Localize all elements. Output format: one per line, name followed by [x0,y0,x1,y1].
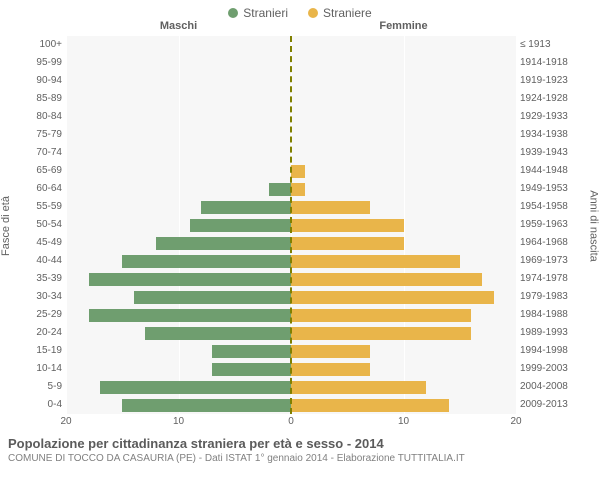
ytick-age: 60-64 [18,180,66,198]
ytick-birth: 1949-1953 [516,180,582,198]
bar-male [145,327,291,340]
yaxis-right: ≤ 19131914-19181919-19231924-19281929-19… [516,20,582,432]
bar-female [291,291,494,304]
ytick-age: 15-19 [18,342,66,360]
ytick-age: 80-84 [18,108,66,126]
xtick: 10 [398,416,409,427]
ytick-age: 5-9 [18,378,66,396]
ytick-age: 90-94 [18,72,66,90]
bar-male [212,345,291,358]
bar-male [201,201,291,214]
ytick-age: 100+ [18,36,66,54]
ytick-birth: 1979-1983 [516,288,582,306]
ytick-age: 20-24 [18,324,66,342]
ytick-age: 75-79 [18,126,66,144]
axis-label-left: Fasce di età [0,196,12,256]
bar-female [291,381,426,394]
caption-title: Popolazione per cittadinanza straniera p… [8,436,592,451]
ytick-birth: ≤ 1913 [516,36,582,54]
ytick-birth: 1919-1923 [516,72,582,90]
ytick-birth: 2004-2008 [516,378,582,396]
ytick-birth: 1999-2003 [516,360,582,378]
bar-male [89,309,292,322]
ytick-age: 0-4 [18,396,66,414]
bar-female [291,219,404,232]
bar-male [100,381,291,394]
xtick: 10 [173,416,184,427]
legend-item-female: Straniere [308,6,372,20]
bar-female [291,345,370,358]
bar-female [291,165,305,178]
bar-female [291,327,471,340]
ytick-age: 45-49 [18,234,66,252]
ytick-birth: 1929-1933 [516,108,582,126]
legend-dot-male [228,8,238,18]
bar-female [291,273,482,286]
ytick-age: 35-39 [18,270,66,288]
ytick-birth: 1914-1918 [516,54,582,72]
ytick-birth: 1964-1968 [516,234,582,252]
ytick-birth: 1944-1948 [516,162,582,180]
ytick-age: 85-89 [18,90,66,108]
bar-female [291,363,370,376]
ytick-birth: 1984-1988 [516,306,582,324]
ytick-birth: 1989-1993 [516,324,582,342]
bar-male [134,291,292,304]
bar-male [190,219,291,232]
ytick-birth: 1969-1973 [516,252,582,270]
ytick-birth: 1924-1928 [516,90,582,108]
ytick-age: 10-14 [18,360,66,378]
ytick-age: 95-99 [18,54,66,72]
ytick-age: 40-44 [18,252,66,270]
bar-male [122,255,291,268]
col-header-male: Maschi [66,20,291,36]
ytick-age: 55-59 [18,198,66,216]
bar-female [291,399,449,412]
col-header-female: Femmine [291,20,516,36]
xtick: 20 [60,416,71,427]
ytick-birth: 1994-1998 [516,342,582,360]
bar-male [212,363,291,376]
caption-subtitle: COMUNE DI TOCCO DA CASAURIA (PE) - Dati … [8,451,592,464]
ytick-age: 50-54 [18,216,66,234]
ytick-age: 30-34 [18,288,66,306]
bar-female [291,255,460,268]
ytick-birth: 1939-1943 [516,144,582,162]
legend: Stranieri Straniere [0,0,600,20]
ytick-age: 65-69 [18,162,66,180]
bar-male [269,183,292,196]
legend-item-male: Stranieri [228,6,288,20]
xaxis: 201001020 [66,414,516,432]
bar-male [89,273,292,286]
bar-female [291,309,471,322]
bar-male [122,399,291,412]
ytick-birth: 1954-1958 [516,198,582,216]
chart: Fasce di età 100+95-9990-9485-8980-8475-… [0,20,600,432]
ytick-birth: 1974-1978 [516,270,582,288]
legend-label-female: Straniere [323,6,372,20]
legend-label-male: Stranieri [243,6,288,20]
caption: Popolazione per cittadinanza straniera p… [0,432,600,464]
bar-female [291,201,370,214]
plot-area: Maschi Femmine 201001020 [66,20,516,432]
axis-label-right: Anni di nascita [588,190,600,262]
bar-female [291,183,305,196]
bar-male [156,237,291,250]
legend-dot-female [308,8,318,18]
bar-female [291,237,404,250]
ytick-age: 70-74 [18,144,66,162]
ytick-birth: 2009-2013 [516,396,582,414]
ytick-birth: 1959-1963 [516,216,582,234]
xtick: 0 [288,416,294,427]
yaxis-left: 100+95-9990-9485-8980-8475-7970-7465-696… [18,20,66,432]
xtick: 20 [510,416,521,427]
ytick-age: 25-29 [18,306,66,324]
centerline [290,36,292,414]
ytick-birth: 1934-1938 [516,126,582,144]
